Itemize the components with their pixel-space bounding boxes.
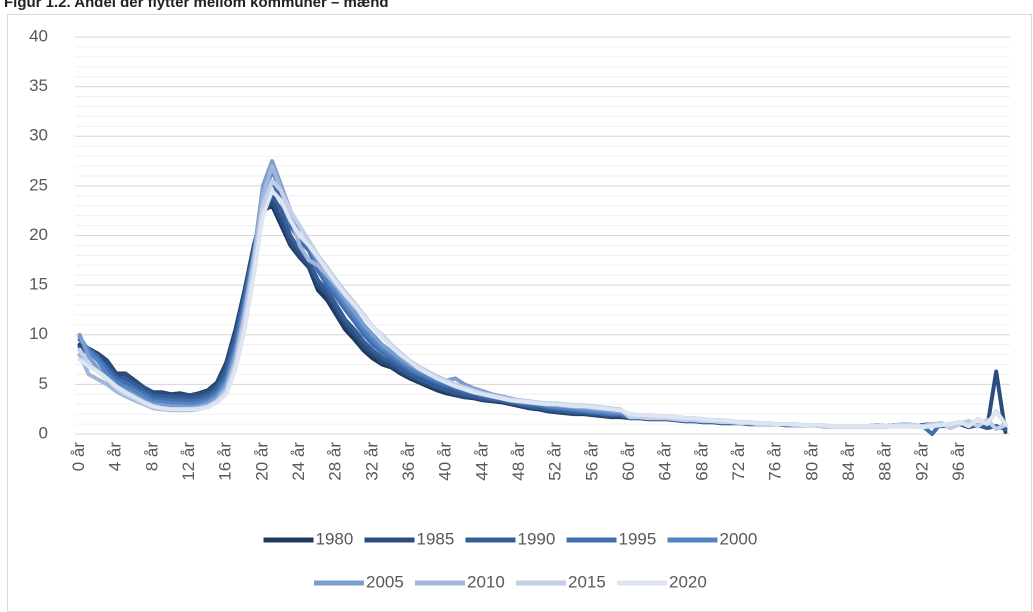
y-tick-label: 20 bbox=[29, 225, 48, 244]
x-tick-label: 96 år bbox=[949, 442, 968, 481]
x-tick-label: 28 år bbox=[326, 442, 345, 481]
x-tick-label: 12 år bbox=[179, 442, 198, 481]
x-tick-label: 60 år bbox=[619, 442, 638, 481]
x-tick-label: 72 år bbox=[729, 442, 748, 481]
x-tick-label: 16 år bbox=[216, 442, 235, 481]
x-tick-label: 88 år bbox=[876, 442, 895, 481]
x-tick-label: 64 år bbox=[656, 442, 675, 481]
legend-label: 1990 bbox=[518, 529, 556, 548]
y-tick-label: 0 bbox=[39, 423, 48, 442]
x-tick-label: 56 år bbox=[582, 442, 601, 481]
x-tick-label: 84 år bbox=[839, 442, 858, 481]
x-tick-label: 80 år bbox=[802, 442, 821, 481]
y-tick-label: 25 bbox=[29, 175, 48, 194]
y-tick-label: 10 bbox=[29, 324, 48, 343]
x-tick-label: 92 år bbox=[912, 442, 931, 481]
legend-label: 2010 bbox=[467, 572, 505, 591]
x-tick-label: 36 år bbox=[399, 442, 418, 481]
x-tick-label: 40 år bbox=[436, 442, 455, 481]
legend-label: 1995 bbox=[619, 529, 657, 548]
legend-label: 2015 bbox=[568, 572, 606, 591]
y-tick-label: 40 bbox=[29, 26, 48, 45]
legend-label: 1980 bbox=[316, 529, 354, 548]
x-tick-label: 4 år bbox=[106, 442, 125, 472]
x-tick-label: 0 år bbox=[69, 442, 88, 472]
y-tick-label: 5 bbox=[39, 374, 48, 393]
x-tick-label: 20 år bbox=[252, 442, 271, 481]
legend-label: 2020 bbox=[669, 572, 707, 591]
y-tick-label: 15 bbox=[29, 275, 48, 294]
chart-title: Figur 1.2. Andel der flytter mellom komm… bbox=[4, 0, 389, 11]
legend-label: 1985 bbox=[417, 529, 455, 548]
x-tick-label: 76 år bbox=[766, 442, 785, 481]
y-tick-label: 30 bbox=[29, 126, 48, 145]
series-line bbox=[77, 188, 1008, 430]
x-tick-label: 32 år bbox=[362, 442, 381, 481]
x-tick-label: 48 år bbox=[509, 442, 528, 481]
x-tick-label: 8 år bbox=[142, 442, 161, 472]
legend-label: 2005 bbox=[366, 572, 404, 591]
x-tick-label: 52 år bbox=[546, 442, 565, 481]
x-tick-label: 44 år bbox=[472, 442, 491, 481]
x-tick-label: 68 år bbox=[692, 442, 711, 481]
x-tick-label: 24 år bbox=[289, 442, 308, 481]
y-tick-label: 35 bbox=[29, 76, 48, 95]
series-line bbox=[77, 169, 1008, 431]
chart-border bbox=[7, 14, 1032, 612]
legend-label: 2000 bbox=[720, 529, 758, 548]
